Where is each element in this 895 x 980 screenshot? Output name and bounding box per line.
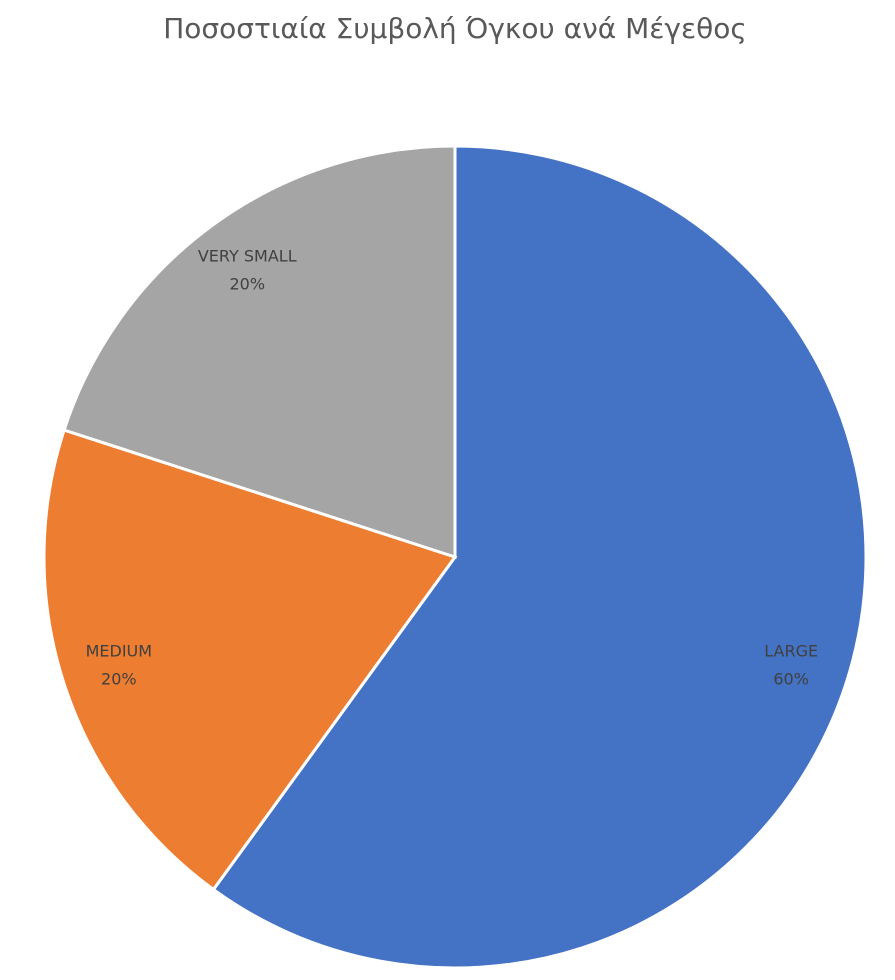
slice-value-label: 20% bbox=[229, 275, 265, 294]
pie-slice bbox=[211, 144, 868, 970]
slice-category-label: MEDIUM bbox=[86, 642, 152, 661]
chart-title: Ποσοστιαία Συμβολή Όγκου ανά Μέγεθος bbox=[163, 12, 747, 45]
slice-category-label: LARGE bbox=[764, 642, 818, 661]
slice-value-label: 60% bbox=[773, 670, 809, 689]
slice-category-label: VERY SMALL bbox=[198, 247, 297, 266]
pie-slice bbox=[62, 144, 457, 560]
pie-slice bbox=[42, 428, 458, 892]
slice-value-label: 20% bbox=[101, 670, 137, 689]
